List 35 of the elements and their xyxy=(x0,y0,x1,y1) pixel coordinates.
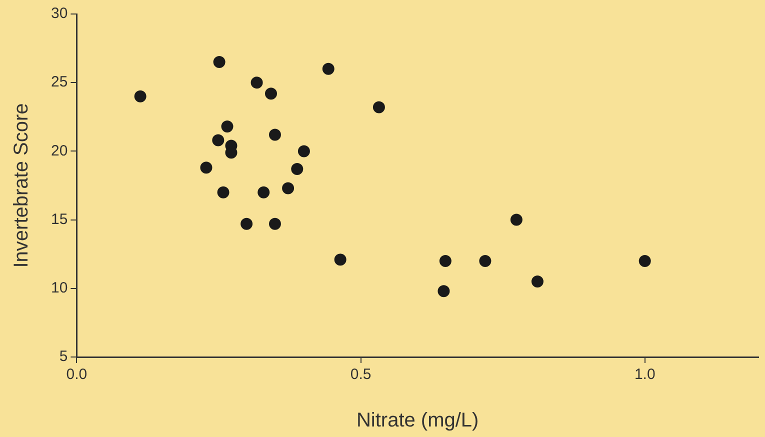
y-tick-label: 25 xyxy=(50,74,68,91)
point xyxy=(322,62,334,75)
point xyxy=(291,163,304,176)
point xyxy=(213,56,226,68)
point xyxy=(200,162,212,174)
x-tick-label: 1.0 xyxy=(634,366,656,384)
point xyxy=(268,218,281,230)
point xyxy=(221,120,234,133)
point xyxy=(265,88,277,100)
point xyxy=(258,186,270,198)
point xyxy=(134,90,146,102)
point xyxy=(372,101,385,114)
point xyxy=(531,276,544,288)
point xyxy=(439,254,452,267)
y-axis-title: Invertebrate Score xyxy=(10,103,33,268)
y-tick-label: 10 xyxy=(50,280,68,297)
point xyxy=(298,145,310,158)
x-axis-title: Nitrate (mg/L) xyxy=(356,410,479,432)
point xyxy=(250,76,263,89)
y-tick-label: 15 xyxy=(50,210,68,228)
y-tick-label: 5 xyxy=(59,348,68,366)
x-tick-label: 0.0 xyxy=(66,366,88,384)
y-tick-label: 30 xyxy=(50,5,68,22)
point xyxy=(282,182,294,194)
point xyxy=(217,186,230,198)
point xyxy=(212,134,224,146)
x-tick-label: 0.5 xyxy=(350,366,372,384)
point xyxy=(268,128,281,141)
point xyxy=(334,254,346,266)
point xyxy=(638,254,651,267)
point xyxy=(479,254,492,267)
y-tick-label: 20 xyxy=(50,142,68,160)
point xyxy=(438,285,450,298)
point xyxy=(240,218,253,230)
point xyxy=(510,214,522,226)
